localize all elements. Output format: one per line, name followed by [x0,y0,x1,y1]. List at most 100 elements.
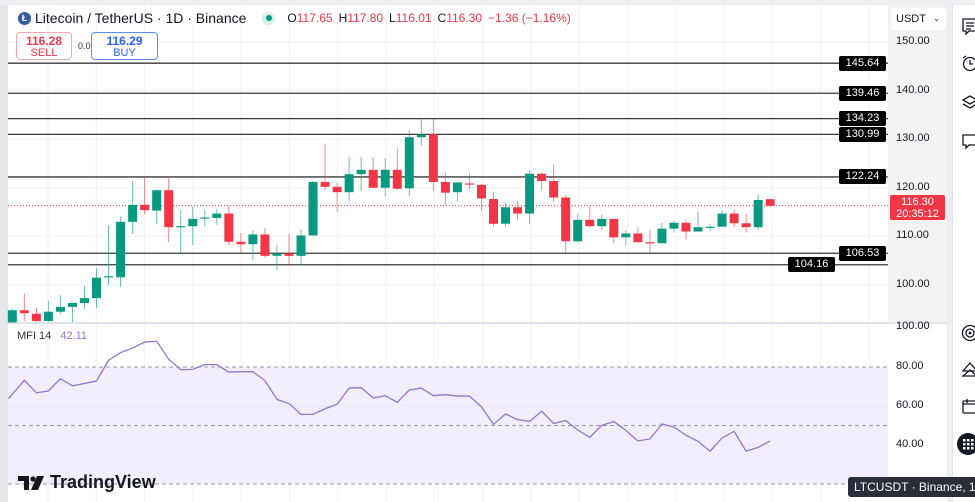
candle-up [212,213,222,218]
candle-up [356,169,366,175]
candle-up [43,311,53,321]
symbol-title[interactable]: Litecoin / TetherUS · 1D · Binance [35,10,247,26]
candle-down [765,199,775,206]
symbol-tooltip: LTCUSDT · Binance, 1D [848,477,975,497]
sell-price: 116.28 [25,34,63,48]
candle-up [92,277,102,299]
candle-down [476,184,486,199]
alarm-clock-icon[interactable] [961,54,975,72]
mfi-band [8,367,888,484]
price-axis-label: 130.00 [896,132,930,145]
tradingview-wordmark: TradingView [50,472,156,492]
mfi-line [8,340,771,453]
ideas-icon[interactable] [961,361,975,379]
chat-icon[interactable] [961,132,975,150]
candle-up [248,234,258,245]
level-price-tag: 122.24 [839,169,886,185]
candle-up [705,226,715,228]
tradingview-logo[interactable]: TradingView [18,472,156,493]
candle-down [537,173,547,181]
ohlc-close: C116.30 [437,11,483,25]
candle-down [19,310,29,314]
target-icon[interactable] [961,324,975,342]
price-axis-label: 140.00 [896,83,930,96]
level-price-tag: 139.46 [839,85,886,101]
ohlc-change: −1.36 (−1.16%) [488,11,571,25]
buy-price: 116.29 [106,34,143,48]
price-axis-label: 100.00 [896,278,930,290]
candle-down [236,241,246,245]
mfi-axis-label: 40.00 [896,438,924,450]
candle-down [332,186,342,193]
ohlc-open: O117.65 [287,11,333,25]
candle-down [31,313,41,321]
bar-countdown: 20:35:12 [896,208,939,220]
candle-down [741,223,751,228]
sell-label: SELL [30,47,58,59]
candle-up [657,228,667,244]
apps-grid-icon[interactable] [957,433,975,455]
currency-select-value: USDT [896,13,926,25]
symbol-header: Ł Litecoin / TetherUS · 1D · Binance O11… [18,10,577,26]
chevron-down-icon: ⌄ [933,14,940,23]
candle-up [380,169,390,188]
candle-down [440,181,450,193]
candle-up [296,235,306,256]
last-price-tag: 116.30 20:35:12 [890,195,945,220]
layers-icon[interactable] [961,93,975,111]
candle-up [753,199,763,228]
candle-down [320,181,330,187]
level-price-tag: 130.99 [839,126,886,142]
candle-down [585,219,595,227]
candle-down [368,169,378,188]
candle-down [464,183,474,185]
candle-down [645,242,655,244]
candle-up [152,190,162,211]
price-axis[interactable] [888,5,947,323]
candle-up [669,222,679,229]
sell-button[interactable]: 116.28 SELL [16,32,72,60]
candle-down [260,234,270,256]
level-price-tag: 104.16 [788,257,835,273]
market-open-status-icon [262,11,276,25]
candle-up [597,218,607,227]
candle-up [200,217,210,219]
watchlist-icon[interactable] [961,17,975,35]
mfi-legend[interactable]: MFI 14 42.11 [17,330,87,342]
buy-label: BUY [113,47,136,59]
candle-up [55,306,65,312]
candle-up [452,182,462,193]
candle-up [104,276,114,278]
mfi-name: MFI [17,330,36,342]
level-price-tag: 145.64 [839,55,886,71]
candle-down [428,134,438,182]
candle-up [573,219,583,242]
ohlc-high: H117.80 [338,11,384,25]
candle-up [176,226,186,228]
buy-button[interactable]: 116.29 BUY [91,32,158,60]
candle-down [633,233,643,243]
spread-value: 0.01 [78,41,96,51]
litecoin-logo-icon: Ł [18,11,31,25]
mfi-length: 14 [39,330,52,342]
currency-select[interactable]: USDT ⌄ [891,8,946,30]
candle-up [67,302,77,307]
candle-up [525,173,535,214]
mfi-value: 42.11 [60,330,88,342]
candle-down [224,213,234,242]
ohlc-low: L116.01 [389,11,432,25]
tradingview-logo-icon [18,475,44,490]
candle-up [188,218,198,227]
candle-up [501,207,511,224]
candle-up [416,134,426,138]
candle-down [729,213,739,224]
candle-down [561,197,571,242]
candle-down [164,190,174,228]
candle-up [308,181,318,236]
candle-up [344,174,354,193]
calendar-icon[interactable] [961,397,975,415]
candle-down [609,218,619,238]
candle-down [392,169,402,189]
level-price-tag: 106.53 [839,245,886,261]
